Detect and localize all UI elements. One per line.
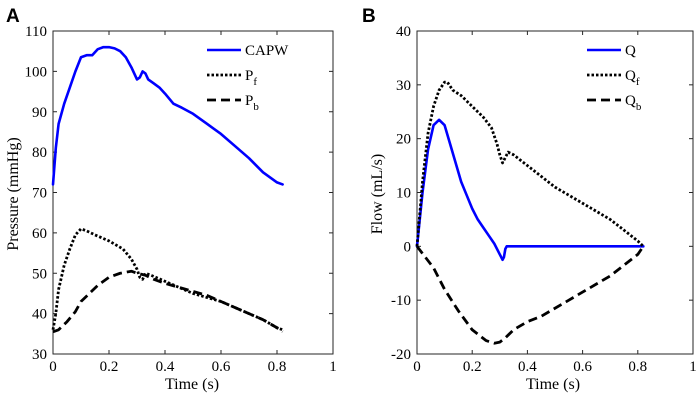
panel-b-x-tick-label: 0 bbox=[413, 359, 421, 375]
panel-a-legend-label-capw: CAPW bbox=[245, 43, 289, 59]
panel-a-legend-label-pb: Pb bbox=[245, 93, 259, 113]
panel-b-y-tick-label: -20 bbox=[391, 347, 411, 363]
panel-a-series-pf-line bbox=[51, 227, 284, 332]
panel-a-x-tick-label: 0 bbox=[49, 359, 57, 375]
panel-b-legend: Q Qf Qb bbox=[587, 43, 642, 113]
panel-a-x-tick-label: 0.8 bbox=[268, 359, 287, 375]
panel-b-y-tick-label: 0 bbox=[404, 239, 412, 255]
panel-b-x-tick-label: 0.8 bbox=[628, 359, 647, 375]
panel-a-plot-area: 0 0.2 0.4 0.6 0.8 1 30 40 50 60 70 80 90 100 110 CAPW Pf… bbox=[25, 24, 337, 375]
panel-a-y-tick-label: 60 bbox=[32, 226, 47, 242]
panel-a-y-tick-label: 90 bbox=[32, 105, 47, 121]
panel-a-series-pb-line bbox=[52, 269, 284, 334]
panel-b-x-tick-label: 0.2 bbox=[463, 359, 482, 375]
panel-a-x-axis-title: Time (s) bbox=[165, 376, 219, 393]
panel-a-y-tick-label: 50 bbox=[32, 266, 47, 282]
panel-b-legend-label-qf: Qf bbox=[625, 68, 640, 88]
panel-b-x-tick-label: 0.6 bbox=[573, 359, 592, 375]
panel-b-x-tick-label: 0.4 bbox=[518, 359, 537, 375]
panel-b-y-tick-label: 30 bbox=[396, 78, 411, 94]
panel-b-x-axis-title: Time (s) bbox=[526, 376, 580, 393]
panel-b-label: B bbox=[362, 6, 376, 27]
panel-b-x-tick-label: 1 bbox=[689, 359, 697, 375]
panel-b-y-tick-label: 20 bbox=[396, 132, 411, 148]
panel-b-y-tick-label: -10 bbox=[391, 293, 411, 309]
panel-a-y-axis-title: Pressure (mmHg) bbox=[5, 137, 22, 250]
panel-a-x-tick-label: 0.4 bbox=[156, 359, 175, 375]
panel-a-series-capw-line bbox=[51, 45, 284, 186]
panel-a-y-tick-label: 110 bbox=[25, 24, 47, 40]
panel-a-y-tick-label: 40 bbox=[32, 307, 47, 323]
panel-b-legend-label-qb: Qb bbox=[625, 93, 642, 113]
panel-a-legend-label-pf: Pf bbox=[245, 68, 257, 88]
panel-b-plot-area: 0 0.2 0.4 0.6 0.8 1 -20 -10 0 10 20 30 40 Q Qf Qb bbox=[391, 24, 697, 375]
panel-b-legend-label-q: Q bbox=[625, 43, 636, 59]
panel-b-y-axis-title: Flow (mL/s) bbox=[369, 154, 386, 234]
panel-a-pressure-chart: A 0 0.2 0.4 0.6 0.8 1 30 40 50 60 70 80 90 100 110 CAPW… bbox=[5, 6, 337, 393]
panel-b-y-tick-label: 40 bbox=[396, 24, 411, 40]
panel-a-legend: CAPW Pf Pb bbox=[207, 43, 289, 113]
panel-a-y-tick-label: 100 bbox=[25, 64, 48, 80]
panel-b-series-q-line bbox=[415, 118, 645, 262]
panel-a-x-tick-label: 0.6 bbox=[212, 359, 231, 375]
panel-a-x-tick-label: 0.2 bbox=[100, 359, 119, 375]
panel-b-axes-box bbox=[416, 30, 694, 355]
panel-a-axes-box bbox=[52, 30, 334, 355]
panel-a-x-tick-label: 1 bbox=[329, 359, 337, 375]
panel-a-y-tick-label: 30 bbox=[32, 347, 47, 363]
panel-a-label: A bbox=[6, 6, 20, 27]
panel-b-y-tick-label: 10 bbox=[396, 186, 411, 202]
panel-a-y-tick-label: 80 bbox=[32, 145, 47, 161]
panel-b-series-qf-line bbox=[415, 80, 645, 248]
panel-b-series-qb-line bbox=[415, 245, 645, 345]
panel-a-y-tick-label: 70 bbox=[32, 186, 47, 202]
panel-b-flow-chart: B 0 0.2 0.4 0.6 0.8 1 -20 -10 0 10 20 30 40 Q Qf Qb Tim… bbox=[362, 6, 697, 393]
